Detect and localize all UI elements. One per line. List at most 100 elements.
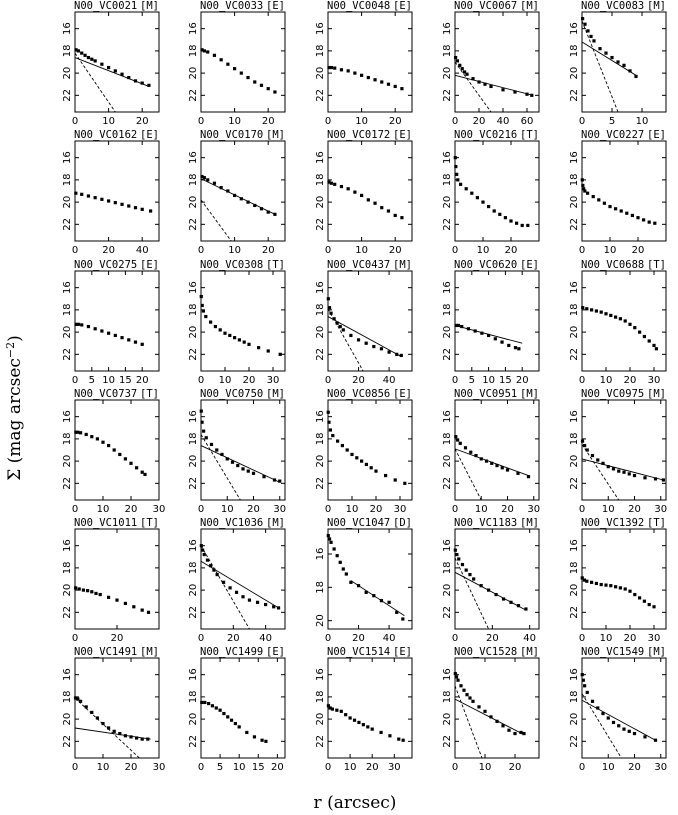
data-point [598,47,602,51]
data-point [345,448,349,452]
y-tick-label: 16 [188,539,199,552]
x-tick-label: 20 [501,504,514,515]
data-point [503,216,507,220]
x-tick-label: 0 [452,245,458,256]
data-point [140,81,144,85]
data-point [530,93,534,97]
data-point [586,191,590,195]
panel-frame [454,528,540,630]
profile-panel: N00_VC0308 [T] 0 10 20 30 16 18 20 22 [188,259,286,386]
data-point [583,684,587,688]
panel-title: N00_VC0083 [581,0,644,12]
x-tick-label: 0 [198,504,204,515]
data-point [107,726,111,730]
data-point [214,706,218,710]
data-point [233,336,237,340]
y-tick-label: 22 [569,606,580,619]
data-point [366,198,370,202]
data-point [329,65,333,70]
data-point [330,707,335,711]
data-point [212,568,216,572]
data-point [356,584,361,588]
data-point [393,478,397,482]
data-point [454,675,459,679]
x-tick-label: 30 [273,504,286,515]
data-point [246,200,250,204]
disk-component-line [74,57,150,87]
data-point [327,180,331,184]
data-point [582,187,586,191]
data-point [200,48,204,52]
data-point [241,467,245,471]
data-point [643,476,647,480]
x-tick-label: 30 [527,504,540,515]
x-tick-label: 10 [102,116,115,127]
data-point [618,317,622,321]
x-tick-label: 10 [600,375,613,386]
profile-panel: N00_VC0033 [E] 0 10 20 16 18 20 22 [188,0,286,127]
data-point [464,187,468,191]
data-point [262,475,266,479]
panel-frame [327,399,413,501]
data-point [387,600,391,604]
y-tick-label: 20 [62,713,73,726]
data-point [606,716,610,720]
data-point [479,457,483,461]
data-point [515,221,519,225]
data-point [226,62,230,66]
y-tick-label: 20 [188,455,199,468]
data-point [236,463,240,468]
panel-title: N00_VC0620 [454,259,517,271]
data-point [95,716,99,720]
data-point [127,204,131,208]
data-point [617,724,621,728]
x-tick-label: 20 [509,762,522,773]
data-point [597,198,601,202]
data-point [86,589,90,593]
x-tick-label: 0 [72,504,78,515]
panel-frame [581,528,667,630]
y-tick-label: 16 [315,281,326,294]
data-point [344,572,348,576]
data-point [228,586,232,590]
x-tick-label: 10 [482,375,495,386]
data-point [73,696,78,700]
y-tick-label: 18 [569,691,580,704]
y-tick-label: 20 [62,584,73,597]
data-point [226,715,230,719]
x-tick-label: 30 [267,375,280,386]
data-point [522,731,526,736]
data-point [93,327,97,331]
data-point [481,200,485,204]
data-point [257,346,261,350]
x-tick-label: 20 [352,375,365,386]
data-point [475,196,479,200]
panel-frame [581,657,667,759]
disk-component-line [74,727,151,740]
data-point [643,735,647,739]
disk-component-line [454,571,527,611]
data-point [653,738,658,742]
data-point [140,608,144,612]
x-tick-label: 20 [262,116,275,127]
x-tick-label: 40 [383,375,396,386]
panel-title: N00_VC1011 [74,517,137,529]
data-point [580,673,584,677]
panel-frame [74,657,160,759]
y-tick-label: 18 [315,304,326,317]
data-point [226,189,230,193]
panel-class-tag: [E] [140,259,159,271]
data-point [466,327,471,331]
data-point [628,322,632,326]
data-point [133,79,138,83]
y-tick-label: 16 [188,410,199,423]
data-point [370,727,374,731]
data-point [474,453,478,458]
x-tick-label: 20 [102,245,115,256]
data-point [215,572,219,577]
y-tick-label: 16 [62,151,73,164]
x-tick-label: 0 [325,633,331,644]
x-tick-label: 0 [72,633,78,644]
data-point [101,721,105,726]
